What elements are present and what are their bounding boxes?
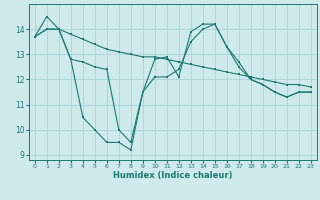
X-axis label: Humidex (Indice chaleur): Humidex (Indice chaleur) <box>113 171 233 180</box>
